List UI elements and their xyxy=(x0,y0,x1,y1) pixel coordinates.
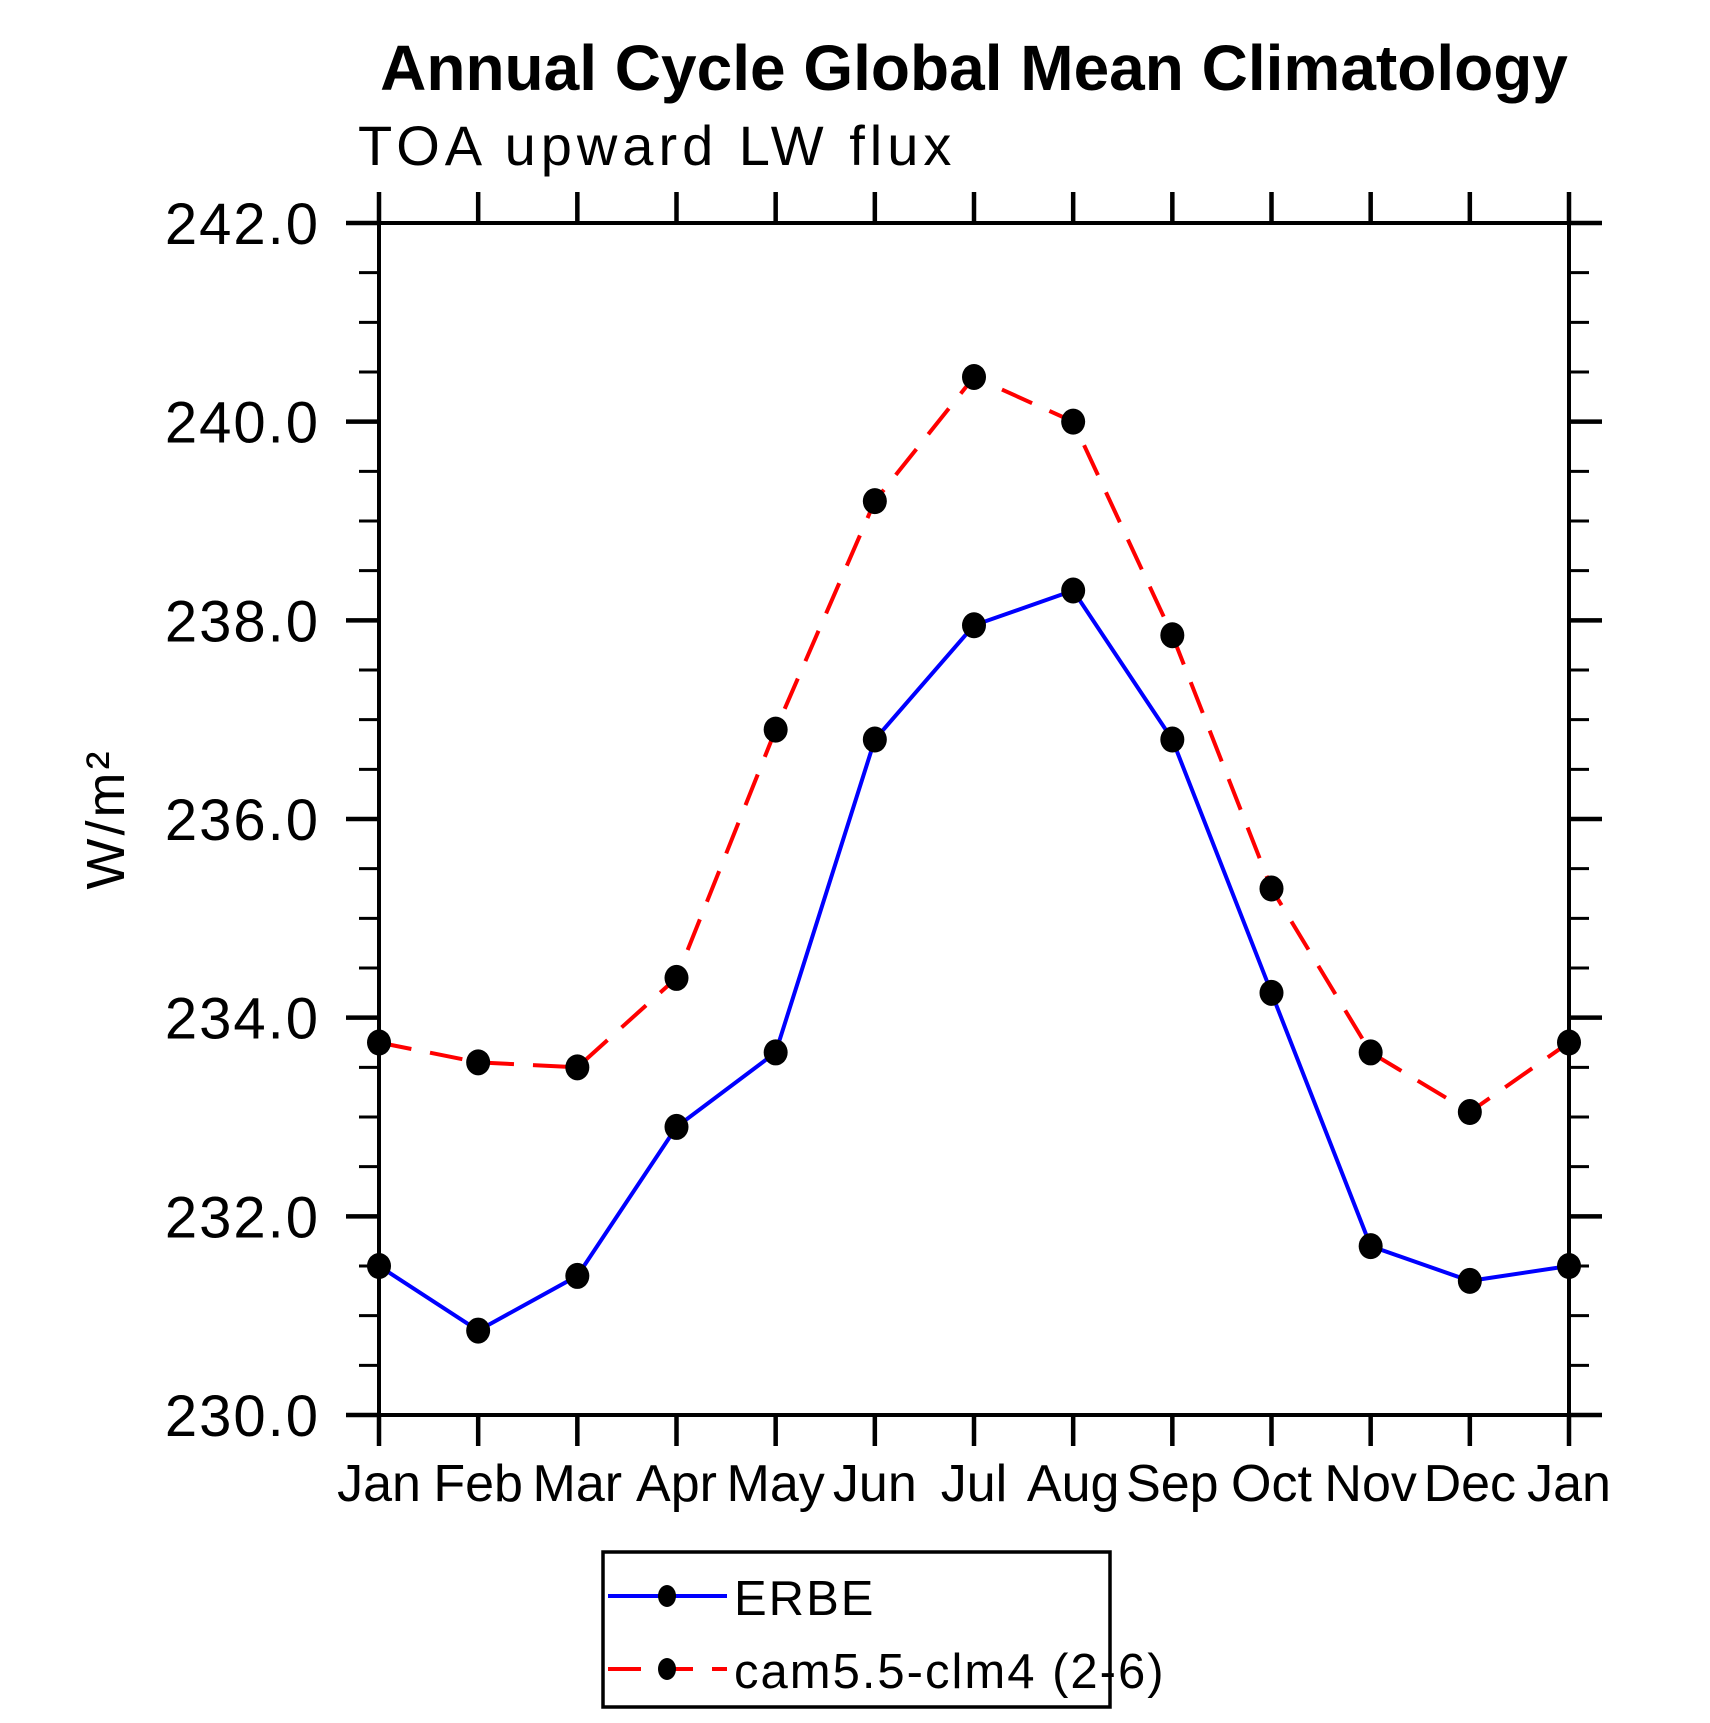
data-point-marker xyxy=(466,1049,491,1076)
y-axis-label: W/m² xyxy=(76,749,136,890)
data-point-marker xyxy=(565,1054,590,1081)
y-tick-label: 240.0 xyxy=(165,391,320,456)
legend-box xyxy=(601,1550,1112,1709)
chart-subtitle: TOA upward LW flux xyxy=(358,114,956,177)
chart-title: Annual Cycle Global Mean Climatology xyxy=(380,32,1568,104)
x-tick-label: Apr xyxy=(636,1455,717,1513)
data-point-marker xyxy=(1358,1039,1383,1066)
data-point-marker xyxy=(763,1039,788,1066)
plot-border xyxy=(377,221,1571,1417)
plot-frame xyxy=(377,221,1571,1417)
data-point-marker xyxy=(565,1262,590,1289)
x-tick-label: Jan xyxy=(1527,1455,1611,1513)
legend-marker xyxy=(658,1658,676,1680)
y-tick-label: 230.0 xyxy=(165,1384,320,1449)
x-tick-label: Nov xyxy=(1324,1455,1416,1513)
data-point-marker xyxy=(862,726,887,753)
data-point-marker xyxy=(962,612,986,639)
y-tick-label: 234.0 xyxy=(165,987,320,1052)
y-tick-label: 236.0 xyxy=(165,788,320,853)
data-point-marker xyxy=(1061,408,1086,435)
data-point-marker xyxy=(1259,979,1284,1006)
data-point-marker xyxy=(1557,1253,1581,1279)
series-line-cam5-5-clm4-2-6- xyxy=(378,374,1571,1115)
axis-ticks xyxy=(346,192,1602,1446)
x-tick-label: Jul xyxy=(941,1455,1007,1513)
data-series xyxy=(367,363,1581,1344)
x-tick-label: Sep xyxy=(1126,1455,1219,1513)
data-point-marker xyxy=(1457,1099,1482,1126)
data-point-marker xyxy=(664,1113,689,1140)
data-point-marker xyxy=(664,964,689,991)
legend-label: ERBE xyxy=(734,1572,875,1626)
data-point-marker xyxy=(367,1029,391,1056)
legend-marker xyxy=(658,1585,676,1607)
data-point-marker xyxy=(1259,875,1284,902)
data-point-marker xyxy=(1061,577,1086,604)
x-tick-label: May xyxy=(727,1455,825,1513)
y-tick-label: 238.0 xyxy=(165,589,320,654)
y-tick-label: 232.0 xyxy=(165,1185,320,1250)
legend-label: cam5.5-clm4 (2-6) xyxy=(734,1645,1166,1699)
data-point-marker xyxy=(763,716,788,743)
x-tick-label: Jan xyxy=(337,1455,421,1513)
data-point-marker xyxy=(1358,1233,1383,1260)
legend: ERBE cam5.5-clm4 (2-6) xyxy=(601,1550,1166,1709)
x-tick-label: Aug xyxy=(1027,1455,1120,1513)
data-point-marker xyxy=(466,1317,491,1344)
x-tick-label: Mar xyxy=(533,1455,623,1513)
x-tick-label: Dec xyxy=(1424,1455,1516,1513)
data-point-marker xyxy=(367,1253,391,1279)
data-point-marker xyxy=(1160,622,1185,649)
x-tick-label: Feb xyxy=(433,1455,523,1513)
x-tick-label: Oct xyxy=(1231,1455,1312,1513)
x-tick-labels: Jan Feb Mar Apr May Jun Jul Aug Sep Oct Nov Dec Jan xyxy=(337,1455,1611,1513)
y-tick-labels: 230.0 232.0 234.0 236.0 238.0 240.0 242.0 xyxy=(165,192,320,1449)
data-point-marker xyxy=(862,488,887,515)
y-tick-label: 242.0 xyxy=(165,192,320,257)
data-point-marker xyxy=(1457,1267,1482,1294)
x-tick-label: Jun xyxy=(833,1455,917,1513)
data-point-marker xyxy=(1160,726,1185,753)
data-point-marker xyxy=(962,363,986,390)
data-point-marker xyxy=(1557,1029,1581,1056)
series-line-ERBE xyxy=(377,588,1570,1333)
